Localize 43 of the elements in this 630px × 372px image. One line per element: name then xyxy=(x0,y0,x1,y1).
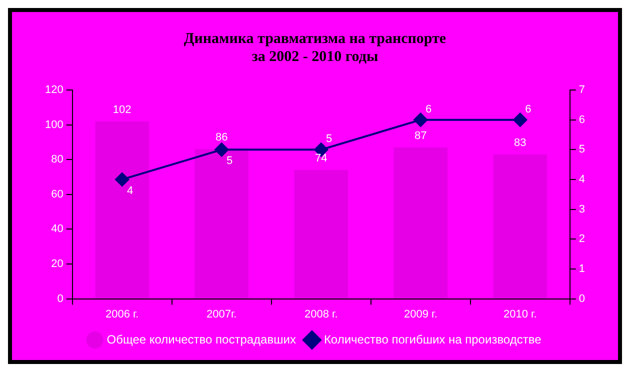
data-label: 87 xyxy=(414,130,427,142)
y-tick-label: 100 xyxy=(44,118,64,131)
data-label: 74 xyxy=(314,152,328,165)
y2-tick-label: 4 xyxy=(578,174,586,186)
y-tick-label: 40 xyxy=(51,223,64,236)
legend-label: Количество погибших на производстве xyxy=(324,332,542,346)
data-label: 102 xyxy=(112,104,132,116)
y-tick-label: 20 xyxy=(51,258,64,270)
bar xyxy=(294,170,348,298)
text: Динамика травматизма на транспорте xyxy=(184,30,446,47)
point xyxy=(414,112,428,127)
y2-tick-label: 0 xyxy=(578,292,586,305)
y-tick-label: 80 xyxy=(51,154,64,166)
y2-tick-label: 3 xyxy=(578,203,586,216)
bar xyxy=(493,154,547,298)
text: за 2002 - 2010 годы xyxy=(252,48,378,65)
bar xyxy=(95,121,149,298)
y-tick-label: 0 xyxy=(57,292,64,305)
data-label: 5 xyxy=(226,155,233,168)
data-label: 83 xyxy=(514,136,526,149)
y2-tick-label: 2 xyxy=(578,233,586,246)
y-tick-label: 120 xyxy=(44,84,64,96)
data-label: 5 xyxy=(326,133,332,146)
x-tick-label: 2008 г. xyxy=(304,308,338,320)
data-label: 4 xyxy=(127,185,134,198)
point xyxy=(513,112,528,127)
x-tick-label: 2007г. xyxy=(206,308,237,320)
x-tick-label: 2010 г. xyxy=(503,308,537,320)
point xyxy=(214,142,229,157)
y2-tick-label: 6 xyxy=(578,114,586,126)
x-tick-label: 2006 г. xyxy=(105,308,139,320)
data-label: 6 xyxy=(525,103,532,116)
bar xyxy=(394,147,448,298)
data-label: 6 xyxy=(426,103,432,116)
point xyxy=(115,172,130,186)
bar xyxy=(194,149,248,298)
y2-tick-label: 5 xyxy=(578,144,586,156)
data-label: 86 xyxy=(215,132,228,144)
y2-tick-label: 7 xyxy=(578,84,586,96)
x-tick-label: 2009 г. xyxy=(404,308,438,320)
y-tick-label: 60 xyxy=(51,188,64,200)
legend-label: Общее количество пострадавших xyxy=(106,332,296,346)
y2-tick-label: 1 xyxy=(578,263,586,276)
